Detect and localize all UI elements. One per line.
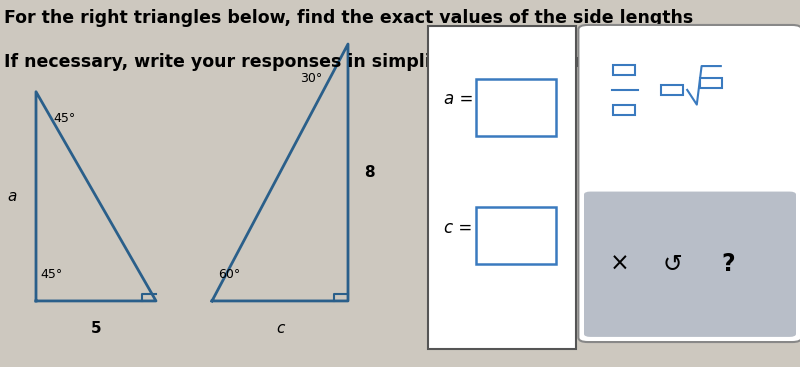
Text: c =: c = (444, 218, 472, 237)
Text: 30°: 30° (300, 72, 322, 84)
Text: 5: 5 (90, 321, 102, 336)
Text: ×: × (610, 252, 630, 276)
Text: ↺: ↺ (662, 252, 682, 276)
Text: a =: a = (444, 90, 474, 108)
Bar (476, 79, 556, 136)
Text: ?: ? (721, 252, 735, 276)
Bar (613, 105, 635, 115)
Text: If necessary, write your responses in simplified radical form.: If necessary, write your responses in si… (4, 53, 600, 71)
Text: 60°: 60° (218, 268, 241, 281)
Text: 45°: 45° (54, 112, 76, 125)
Bar (476, 207, 556, 264)
Bar (661, 85, 683, 95)
FancyBboxPatch shape (578, 25, 800, 342)
Text: a: a (7, 189, 17, 204)
Text: For the right triangles below, find the exact values of the side lengths: For the right triangles below, find the … (4, 9, 699, 27)
Bar (428, 26, 576, 349)
Bar (613, 65, 635, 75)
Bar (700, 78, 722, 88)
FancyBboxPatch shape (584, 192, 796, 337)
Text: c: c (276, 321, 284, 336)
Text: 8: 8 (364, 165, 374, 180)
Text: 45°: 45° (40, 268, 62, 281)
